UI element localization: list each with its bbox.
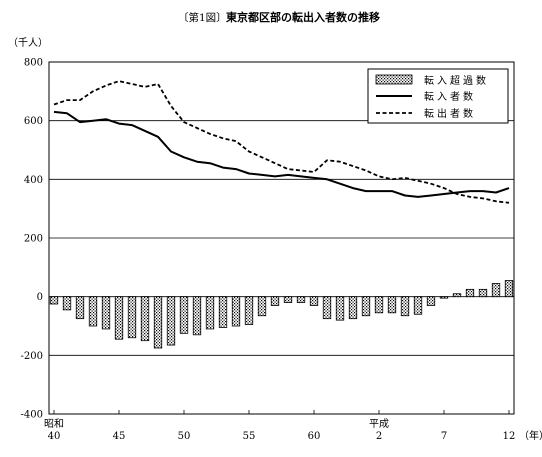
bar — [140, 296, 150, 342]
bar — [88, 296, 98, 327]
y-tick-label: 0 — [37, 292, 43, 303]
bar — [283, 296, 293, 303]
legend-label-bar: 転入超過数 — [424, 74, 489, 87]
bar — [205, 296, 215, 330]
bar — [257, 296, 267, 317]
series-line-dashed — [53, 80, 510, 204]
bar — [231, 296, 241, 327]
bar — [270, 296, 280, 306]
y-tick-label: -200 — [21, 351, 43, 362]
x-tick-label: 7 — [441, 431, 447, 442]
bar — [166, 296, 176, 346]
chart-title: 東京都区部の転出入者数の推移 — [226, 10, 380, 24]
bar — [49, 296, 59, 305]
bar — [75, 296, 85, 320]
era-label: 昭和 — [44, 418, 64, 430]
y-tick-label: 800 — [24, 58, 43, 69]
series-line-solid — [53, 110, 510, 198]
x-tick-label: 55 — [243, 431, 256, 442]
bar — [192, 296, 202, 336]
y-tick-label: 600 — [24, 116, 43, 127]
bar-series — [49, 280, 514, 349]
x-tick-label: 40 — [48, 431, 61, 442]
bar — [348, 296, 358, 320]
bar — [374, 296, 384, 314]
bar — [244, 296, 254, 325]
bar — [179, 296, 189, 334]
y-axis-unit: （千人） — [8, 37, 48, 49]
line-series — [53, 80, 510, 204]
bar — [504, 280, 514, 298]
bar — [309, 296, 319, 306]
bar — [478, 288, 488, 298]
legend-swatch-bar — [375, 74, 413, 85]
era-label: 平成 — [369, 418, 389, 430]
bar — [153, 296, 163, 349]
plot-frame — [48, 61, 515, 415]
bar — [439, 296, 449, 299]
bar — [491, 283, 501, 298]
y-tick-label: -400 — [21, 410, 43, 421]
bar — [400, 296, 410, 317]
bar — [452, 293, 462, 298]
x-tick-label: 45 — [113, 431, 126, 442]
bar — [296, 296, 306, 303]
x-axis-unit: （年） — [519, 429, 542, 442]
legend-label-dashed: 転出者数 — [424, 107, 476, 120]
bar — [387, 296, 397, 314]
bar — [361, 296, 371, 317]
x-tick-label: 2 — [376, 431, 382, 442]
x-tick-label: 12 — [503, 431, 516, 442]
y-tick-label: 400 — [24, 175, 43, 186]
bar — [62, 296, 72, 311]
bar — [335, 296, 345, 321]
bar — [114, 296, 124, 340]
chart-caption: 〔第1図〕 — [178, 11, 227, 24]
y-axis-ticks: -400 -200 0 200 400 600 800 — [21, 58, 43, 421]
gridlines — [49, 120, 514, 356]
legend: 転入超過数 転入者数 転出者数 — [367, 68, 509, 124]
x-axis-ticks: 40 45 50 55 60 2 7 12 昭和 平成 （年） — [44, 410, 542, 442]
x-tick-label: 60 — [308, 431, 321, 442]
bar — [322, 296, 332, 320]
bar — [101, 296, 111, 330]
x-tick-label: 50 — [178, 431, 191, 442]
bar — [218, 296, 228, 328]
y-tick-label: 200 — [24, 234, 43, 245]
bar — [413, 296, 423, 315]
bar — [426, 296, 436, 306]
legend-label-solid: 転入者数 — [424, 90, 476, 103]
bar — [127, 296, 137, 339]
bar — [465, 288, 475, 298]
